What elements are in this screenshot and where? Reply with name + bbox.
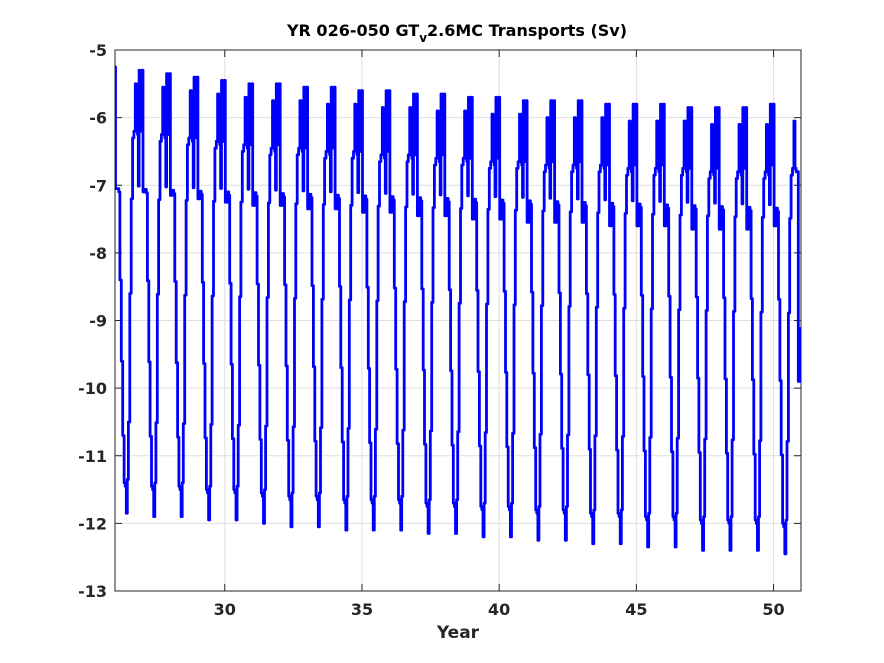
y-tick-label: -5 <box>89 41 107 60</box>
x-axis-label: Year <box>436 623 480 643</box>
x-tick-label: 40 <box>488 600 510 619</box>
chart-title-rest: 2.6MC Transports (Sv) <box>427 21 627 40</box>
y-tick-labels: -13 -12 -11 -10 -9 -8 -7 -6 -5 <box>78 41 107 601</box>
y-tick-label: -11 <box>78 447 107 466</box>
x-tick-label: 50 <box>762 600 784 619</box>
x-tick-label: 35 <box>351 600 373 619</box>
chart-title-subscript: v <box>419 31 427 45</box>
y-tick-label: -8 <box>89 244 107 263</box>
y-tick-label: -12 <box>78 514 107 533</box>
series-line <box>115 65 801 556</box>
y-tick-label: -10 <box>78 379 107 398</box>
y-tick-label: -13 <box>78 582 107 601</box>
chart-title-main: YR 026-050 GT <box>286 21 419 40</box>
y-tick-label: -7 <box>89 176 107 195</box>
x-tick-labels: 30 35 40 45 50 <box>214 600 785 619</box>
chart-title: YR 026-050 GTv2.6MC Transports (Sv) <box>286 21 627 45</box>
x-tick-label: 30 <box>214 600 236 619</box>
x-tick-label: 45 <box>625 600 647 619</box>
y-tick-label: -9 <box>89 312 107 331</box>
y-tick-label: -6 <box>89 109 107 128</box>
